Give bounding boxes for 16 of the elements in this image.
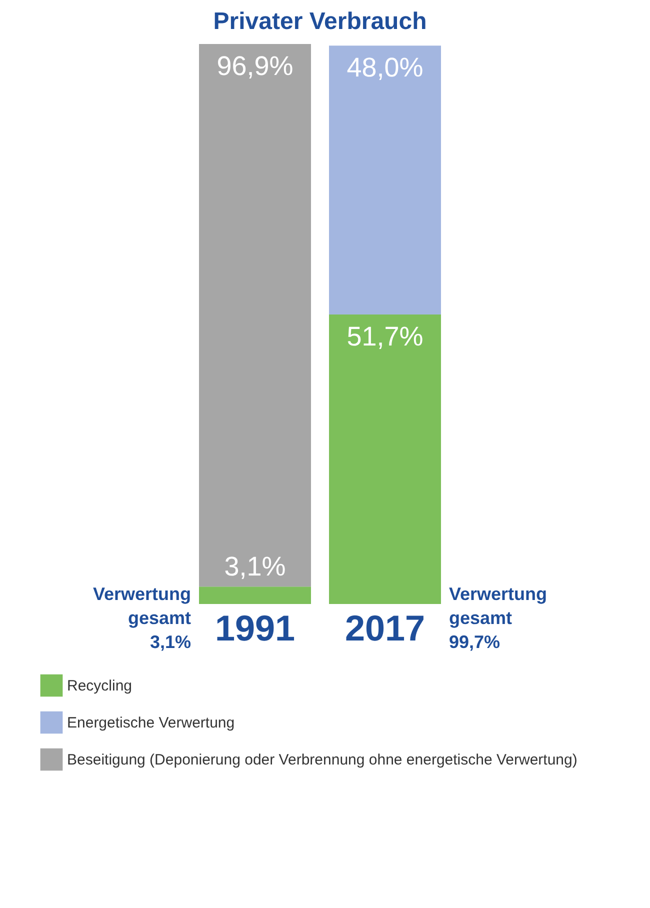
legend-label: Energetische Verwertung [67, 714, 235, 732]
data-label: 3,1% [224, 552, 286, 582]
annotation: Verwertung gesamt 99,7% [449, 584, 548, 652]
x-tick-label: 1991 [214, 608, 296, 648]
legend-label: Beseitigung (Deponierung oder Verbrennung ohne energetische Verwertung) [67, 752, 578, 768]
x-tick-label: 2017 [344, 608, 426, 648]
data-label: 51,7% [346, 321, 424, 352]
legend-label: Recycling [67, 678, 132, 694]
data-label: 48,0% [346, 52, 424, 83]
data-label: 96,9% [216, 51, 294, 81]
bar [329, 314, 441, 604]
bar [199, 586, 311, 604]
annotation: Verwertung gesamt 3,1% [92, 584, 191, 652]
bar [329, 46, 441, 314]
chart-title: Privater Verbrauch [213, 8, 427, 35]
bar [199, 44, 311, 587]
